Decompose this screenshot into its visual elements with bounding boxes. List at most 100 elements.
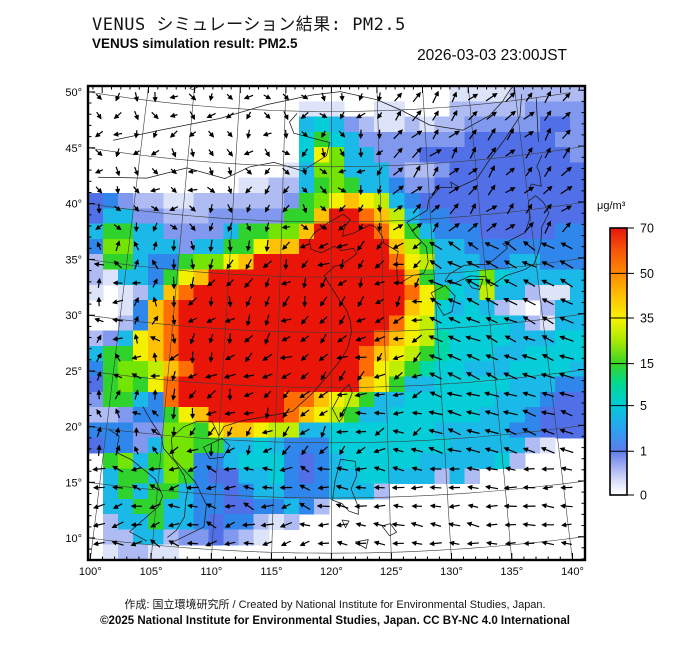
wind-arrow [167,503,180,509]
wind-arrow [394,92,403,102]
wind-arrow [373,484,385,491]
wind-arrow [447,428,461,436]
wind-arrow [541,298,554,306]
wind-arrow [355,446,366,454]
wind-arrow [263,94,272,100]
wind-arrow [205,540,218,547]
wind-arrow [356,168,366,174]
lat-tick-label: 15° [65,477,82,489]
wind-arrow [412,427,422,437]
wind-arrow [373,280,385,286]
wind-arrow [465,335,481,342]
wind-arrow [395,110,402,121]
wind-arrow [374,260,385,269]
wind-arrow [467,222,479,232]
wind-arrow [503,260,517,269]
coastline [465,278,484,290]
wind-arrow [245,296,252,308]
wind-arrow [522,409,536,417]
wind-arrow [541,335,554,343]
wind-arrow [316,503,330,509]
wind-arrow [374,427,385,436]
wind-arrow [111,521,124,528]
wind-arrow [318,410,328,416]
wind-arrow [226,259,234,270]
wind-arrow [114,186,121,195]
wind-arrow [429,297,442,306]
wind-arrow [279,521,293,528]
wind-arrow [94,317,104,323]
wind-arrow [451,91,457,103]
wind-arrow [559,298,573,305]
wind-arrow [115,148,121,158]
wind-arrow [131,373,142,379]
lon-tick-label: 110° [200,566,222,578]
wind-arrow [113,373,123,379]
wind-arrow [428,540,442,547]
lat-tick-label: 35° [65,254,82,266]
lat-tick-label: 10° [65,533,82,545]
wind-arrow [243,540,254,546]
wind-arrow [318,353,329,362]
wind-arrow [133,333,139,344]
wind-arrow [261,373,273,379]
wind-arrow [96,444,102,456]
coastline [170,93,523,542]
wind-arrow [544,147,551,159]
wind-arrow [244,334,254,343]
wind-arrow [541,466,555,472]
wind-vectors [92,90,575,548]
wind-arrow [448,186,460,194]
wind-arrow [244,352,253,363]
wind-arrow [504,335,517,343]
wind-arrow [112,503,123,509]
wind-arrow [189,351,196,364]
wind-arrow [485,317,498,324]
page-title-japanese: VENUS シミュレーション結果: PM2.5 [92,15,406,35]
colorbar-unit: μg/m³ [597,200,626,212]
wind-arrow [92,522,106,528]
wind-arrow [560,242,573,250]
wind-arrow [148,466,162,472]
wind-arrow [504,522,517,528]
wind-arrow [465,372,480,381]
wind-arrow [392,354,404,361]
lon-tick-label: 140° [561,566,584,578]
wind-arrow [317,485,330,491]
wind-arrow [281,445,291,456]
wind-arrow [540,372,555,379]
wind-arrow [484,447,499,453]
wind-arrow [261,484,273,491]
wind-arrow [189,407,196,420]
wind-arrow [358,185,364,196]
wind-arrow [169,224,178,230]
lat-tick-label: 40° [65,199,82,211]
wind-arrow [133,315,139,325]
wind-arrow [96,296,102,307]
wind-arrow [451,146,458,159]
wind-arrow [171,240,177,252]
wind-arrow [149,336,161,342]
wind-arrow [354,503,367,509]
wind-arrow [339,296,346,308]
wind-arrow [281,224,291,230]
wind-arrow [225,112,234,119]
wind-arrow [506,202,514,215]
wind-arrow [319,296,328,307]
coastline [189,86,201,91]
wind-arrow [392,185,404,195]
wind-arrow [392,167,404,176]
wind-arrow [448,540,460,546]
wind-arrow [94,130,104,138]
wind-arrow [355,336,367,342]
wind-arrow [115,166,121,177]
wind-arrow [318,242,329,249]
wind-arrow [133,427,140,437]
wind-arrow [335,429,348,435]
wind-arrow [281,150,291,155]
wind-arrow [562,111,571,120]
wind-arrow [448,484,461,491]
wind-arrow [204,373,218,379]
wind-arrow [393,147,403,159]
wind-arrow [428,410,443,416]
